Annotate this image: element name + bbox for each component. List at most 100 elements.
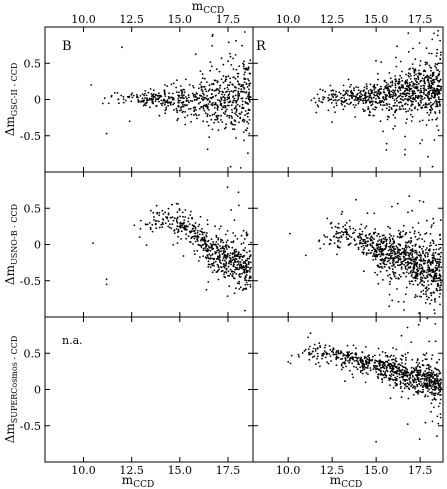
scatter-point	[420, 99, 422, 102]
scatter-point	[371, 359, 373, 362]
scatter-point	[377, 246, 380, 249]
scatter-point	[192, 86, 195, 89]
scatter-point	[241, 97, 244, 100]
panel-label-b: B	[62, 39, 72, 54]
scatter-point	[402, 255, 405, 258]
scatter-point	[423, 78, 426, 80]
scatter-point	[440, 381, 442, 384]
scatter-point	[344, 380, 346, 383]
scatter-point	[367, 108, 369, 111]
scatter-point	[192, 85, 194, 87]
scatter-point	[428, 371, 430, 374]
x-tick-label-top: 15.0	[168, 13, 193, 26]
scatter-point	[399, 369, 401, 372]
scatter-point	[424, 421, 427, 424]
scatter-point	[211, 33, 214, 36]
scatter-point	[416, 267, 419, 269]
scatter-point	[321, 353, 324, 355]
scatter-point	[250, 276, 252, 279]
y-tick-label: 0	[34, 384, 41, 397]
scatter-point	[437, 369, 440, 371]
scatter-point	[403, 366, 405, 368]
scatter-point	[422, 364, 425, 367]
scatter-point	[434, 392, 437, 395]
scatter-point	[412, 276, 415, 279]
scatter-point	[373, 114, 375, 117]
scatter-point	[392, 235, 395, 237]
scatter-point	[376, 255, 379, 258]
scatter-point	[163, 90, 166, 92]
scatter-point	[388, 283, 391, 285]
scatter-point	[437, 387, 440, 389]
scatter-point	[414, 279, 417, 282]
scatter-point	[378, 354, 381, 356]
scatter-point	[436, 280, 438, 282]
scatter-point	[341, 230, 343, 233]
scatter-point	[234, 94, 237, 97]
scatter-point	[392, 367, 395, 370]
scatter-point	[227, 253, 229, 255]
scatter-point	[220, 99, 223, 101]
scatter-point	[178, 209, 181, 212]
scatter-point	[357, 92, 359, 95]
scatter-point	[122, 95, 125, 98]
scatter-point	[425, 383, 428, 385]
scatter-point	[313, 97, 315, 100]
scatter-point	[324, 356, 327, 359]
scatter-point	[184, 116, 186, 119]
scatter-point	[361, 94, 364, 97]
scatter-point	[184, 227, 187, 229]
scatter-point	[374, 91, 376, 94]
scatter-point	[181, 211, 184, 214]
scatter-point	[423, 87, 426, 89]
scatter-point	[423, 373, 426, 376]
scatter-point	[428, 114, 431, 116]
scatter-point	[187, 96, 190, 99]
scatter-point	[325, 351, 327, 354]
scatter-point	[233, 292, 236, 295]
scatter-point	[401, 79, 404, 82]
scatter-point	[337, 246, 340, 249]
scatter-point	[351, 362, 353, 365]
scatter-point	[323, 352, 326, 355]
scatter-point	[396, 372, 398, 375]
scatter-point	[194, 226, 197, 229]
scatter-point	[151, 230, 154, 233]
scatter-point	[430, 379, 433, 381]
scatter-point	[367, 249, 370, 252]
scatter-point	[337, 232, 340, 235]
scatter-point	[214, 243, 216, 246]
scatter-point	[385, 360, 387, 363]
scatter-point	[399, 358, 402, 360]
scatter-point	[212, 241, 215, 243]
scatter-point	[419, 91, 421, 94]
scatter-point	[431, 38, 434, 41]
scatter-point	[439, 416, 442, 419]
scatter-point	[428, 383, 431, 385]
scatter-point	[413, 264, 415, 266]
scatter-point	[422, 259, 425, 262]
scatter-point	[156, 105, 158, 107]
scatter-point	[220, 238, 222, 241]
scatter-point	[191, 217, 194, 220]
scatter-point	[434, 323, 437, 325]
scatter-point	[439, 39, 441, 42]
scatter-point	[327, 109, 330, 112]
scatter-point	[387, 225, 389, 228]
scatter-point	[372, 252, 375, 255]
scatter-point	[432, 90, 434, 92]
scatter-point	[420, 380, 422, 383]
scatter-point	[431, 257, 434, 259]
scatter-point	[400, 263, 403, 266]
scatter-point	[222, 241, 225, 244]
scatter-point	[388, 245, 390, 248]
scatter-point	[217, 114, 220, 117]
scatter-point	[233, 97, 236, 100]
scatter-point	[364, 366, 367, 369]
scatter-point	[230, 104, 233, 107]
scatter-point	[409, 97, 412, 100]
scatter-point	[401, 235, 404, 238]
scatter-point	[208, 136, 211, 139]
scatter-point	[235, 248, 237, 251]
scatter-point	[304, 348, 307, 351]
